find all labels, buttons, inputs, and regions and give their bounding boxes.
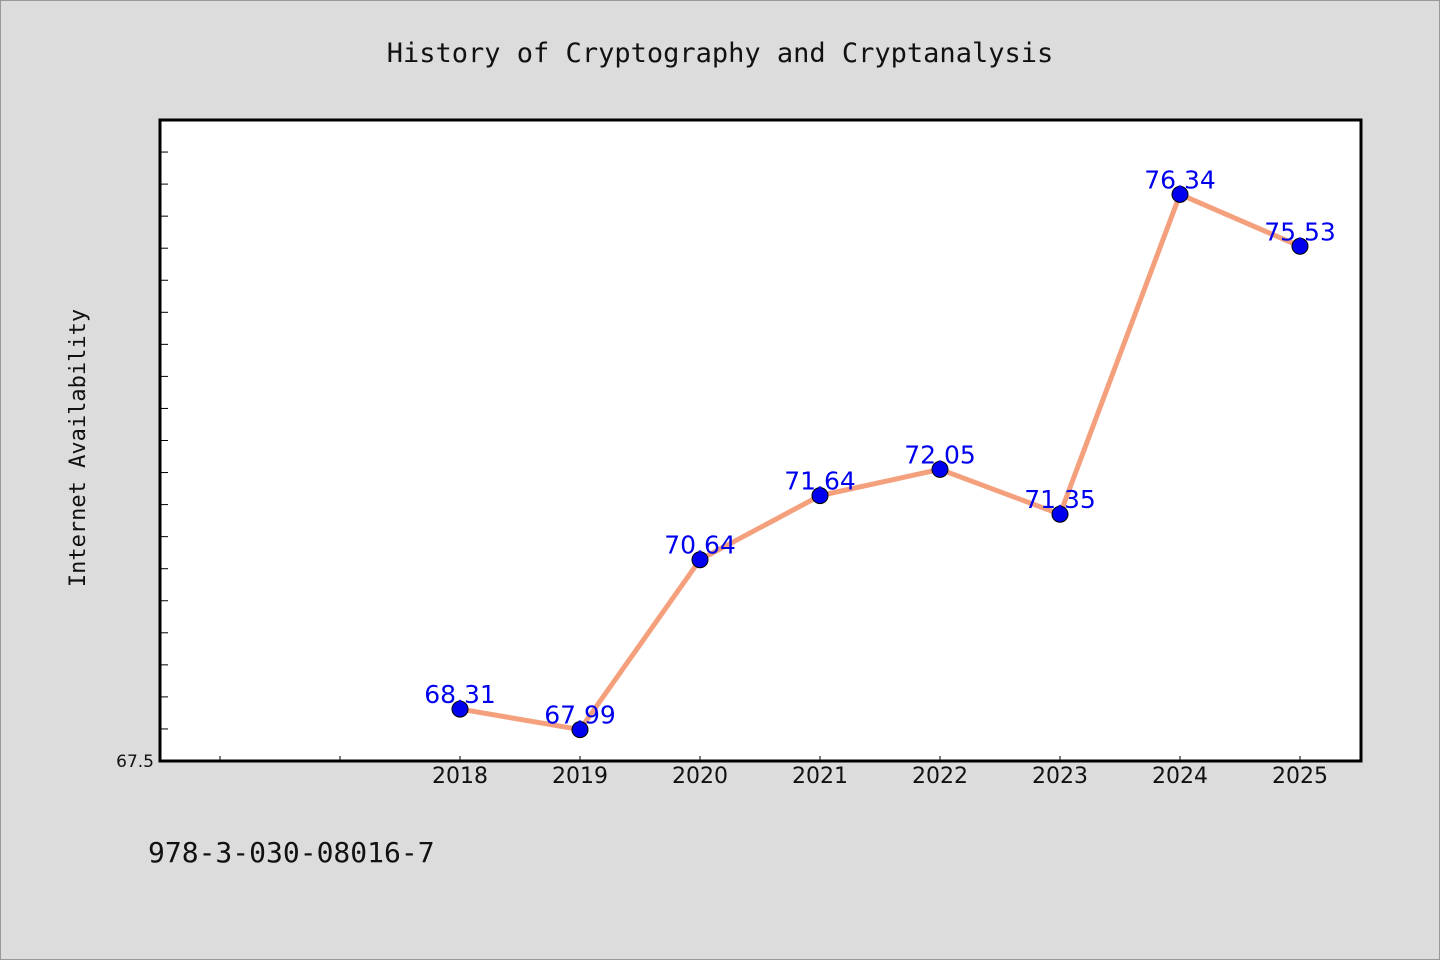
data-point (811, 487, 829, 505)
y-tick-label: 67.5 (116, 752, 154, 772)
data-label: 75.53 (1264, 217, 1336, 246)
x-tick-label: 2020 (672, 764, 728, 789)
data-label: 76.34 (1144, 165, 1216, 194)
data-label: 72.05 (904, 440, 976, 469)
y-axis-label: Internet Availability (66, 309, 91, 587)
data-point (571, 721, 589, 739)
data-label: 68.31 (424, 680, 496, 709)
data-point (931, 460, 949, 478)
x-tick-label: 2018 (432, 764, 488, 789)
x-tick-label: 2023 (1032, 764, 1088, 789)
x-tick-label: 2025 (1272, 764, 1328, 789)
data-point (1291, 237, 1309, 255)
x-tick-label: 2019 (552, 764, 608, 789)
series-line (457, 191, 1303, 733)
data-point (1051, 505, 1069, 523)
data-label: 71.35 (1024, 485, 1096, 514)
x-tick-label: 2022 (912, 764, 968, 789)
data-label: 70.64 (664, 531, 736, 560)
x-tick-label: 2021 (792, 764, 848, 789)
x-tick-label: 2024 (1152, 764, 1208, 789)
x-axis-ticks: 2018 2019 2020 2021 2022 2023 2024 2025 (219, 756, 1328, 789)
data-point (691, 551, 709, 569)
chart-title: History of Cryptography and Cryptanalysi… (387, 38, 1053, 69)
data-label: 67.99 (544, 701, 616, 730)
data-point (1171, 185, 1189, 203)
isbn-label: 978-3-030-08016-7 (148, 836, 435, 869)
data-label: 71.64 (784, 467, 856, 496)
y-axis-ticks: 67.5 (116, 119, 168, 772)
data-point (451, 700, 469, 718)
plot-area (158, 118, 1363, 763)
data-series: 68.31 67.99 70.64 71.64 72.05 71.35 76.34 75.53 (424, 165, 1336, 739)
